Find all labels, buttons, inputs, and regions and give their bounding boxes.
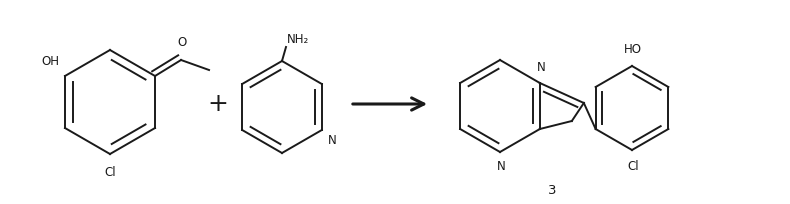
Text: N: N bbox=[536, 61, 545, 74]
Text: HO: HO bbox=[624, 43, 642, 56]
Text: NH₂: NH₂ bbox=[287, 33, 309, 46]
Text: Cl: Cl bbox=[104, 166, 116, 179]
Text: O: O bbox=[178, 36, 186, 49]
Text: N: N bbox=[328, 134, 337, 147]
Text: OH: OH bbox=[41, 55, 59, 68]
Text: +: + bbox=[208, 92, 228, 116]
Text: Cl: Cl bbox=[627, 160, 639, 173]
Text: N: N bbox=[497, 160, 506, 173]
Text: 3: 3 bbox=[547, 184, 556, 197]
